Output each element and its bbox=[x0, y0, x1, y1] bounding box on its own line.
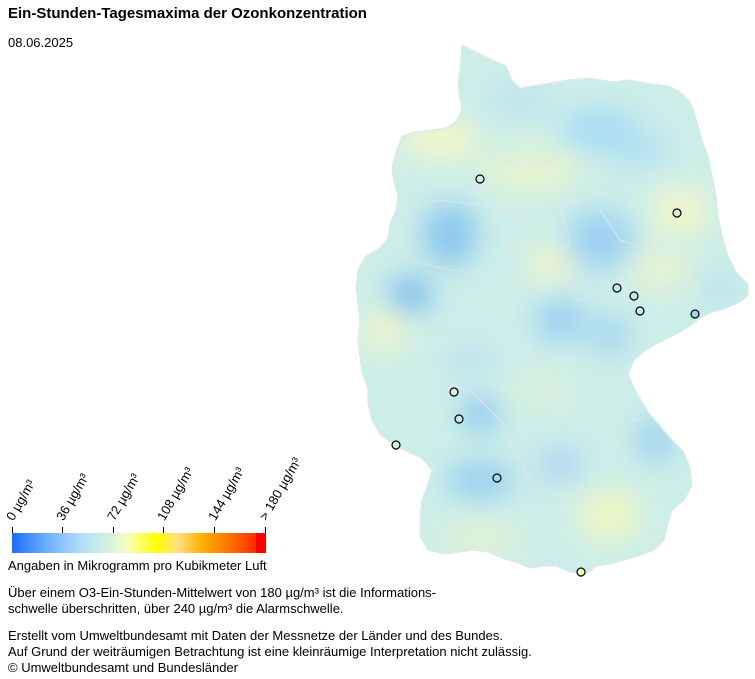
station-marker bbox=[475, 174, 485, 184]
station-marker bbox=[454, 414, 464, 424]
legend-tick bbox=[265, 527, 266, 533]
credit-note: Erstellt vom Umweltbundesamt mit Daten d… bbox=[8, 628, 532, 676]
station-marker bbox=[612, 283, 622, 293]
legend-color-bar bbox=[12, 533, 266, 553]
station-marker bbox=[690, 309, 700, 319]
threshold-note-line: schwelle überschritten, über 240 µg/m³ d… bbox=[8, 601, 344, 616]
legend-tick bbox=[214, 527, 215, 533]
station-marker bbox=[635, 306, 645, 316]
legend-tick bbox=[113, 527, 114, 533]
legend-tick bbox=[12, 527, 13, 533]
legend-tick bbox=[62, 527, 63, 533]
station-marker bbox=[391, 440, 401, 450]
threshold-note: Über einem O3-Ein-Stunden-Mittelwert von… bbox=[8, 585, 436, 617]
legend-unit-text: Angaben in Mikrogramm pro Kubikmeter Luf… bbox=[8, 558, 267, 573]
copyright-line: © Umweltbundesamt und Bundesländer bbox=[8, 660, 238, 675]
station-marker bbox=[449, 387, 459, 397]
legend-tick bbox=[163, 527, 164, 533]
map-date: 08.06.2025 bbox=[8, 35, 74, 50]
station-marker bbox=[576, 567, 586, 577]
credit-note-line: Auf Grund der weiträumigen Betrachtung i… bbox=[8, 644, 532, 659]
map-title: Ein-Stunden-Tagesmaxima der Ozonkonzentr… bbox=[8, 5, 367, 22]
station-marker bbox=[492, 473, 502, 483]
credit-note-line: Erstellt vom Umweltbundesamt mit Daten d… bbox=[8, 628, 503, 643]
threshold-note-line: Über einem O3-Ein-Stunden-Mittelwert von… bbox=[8, 585, 436, 600]
station-marker bbox=[629, 291, 639, 301]
station-markers bbox=[391, 174, 700, 577]
state-borders bbox=[369, 139, 691, 560]
station-marker bbox=[672, 208, 682, 218]
